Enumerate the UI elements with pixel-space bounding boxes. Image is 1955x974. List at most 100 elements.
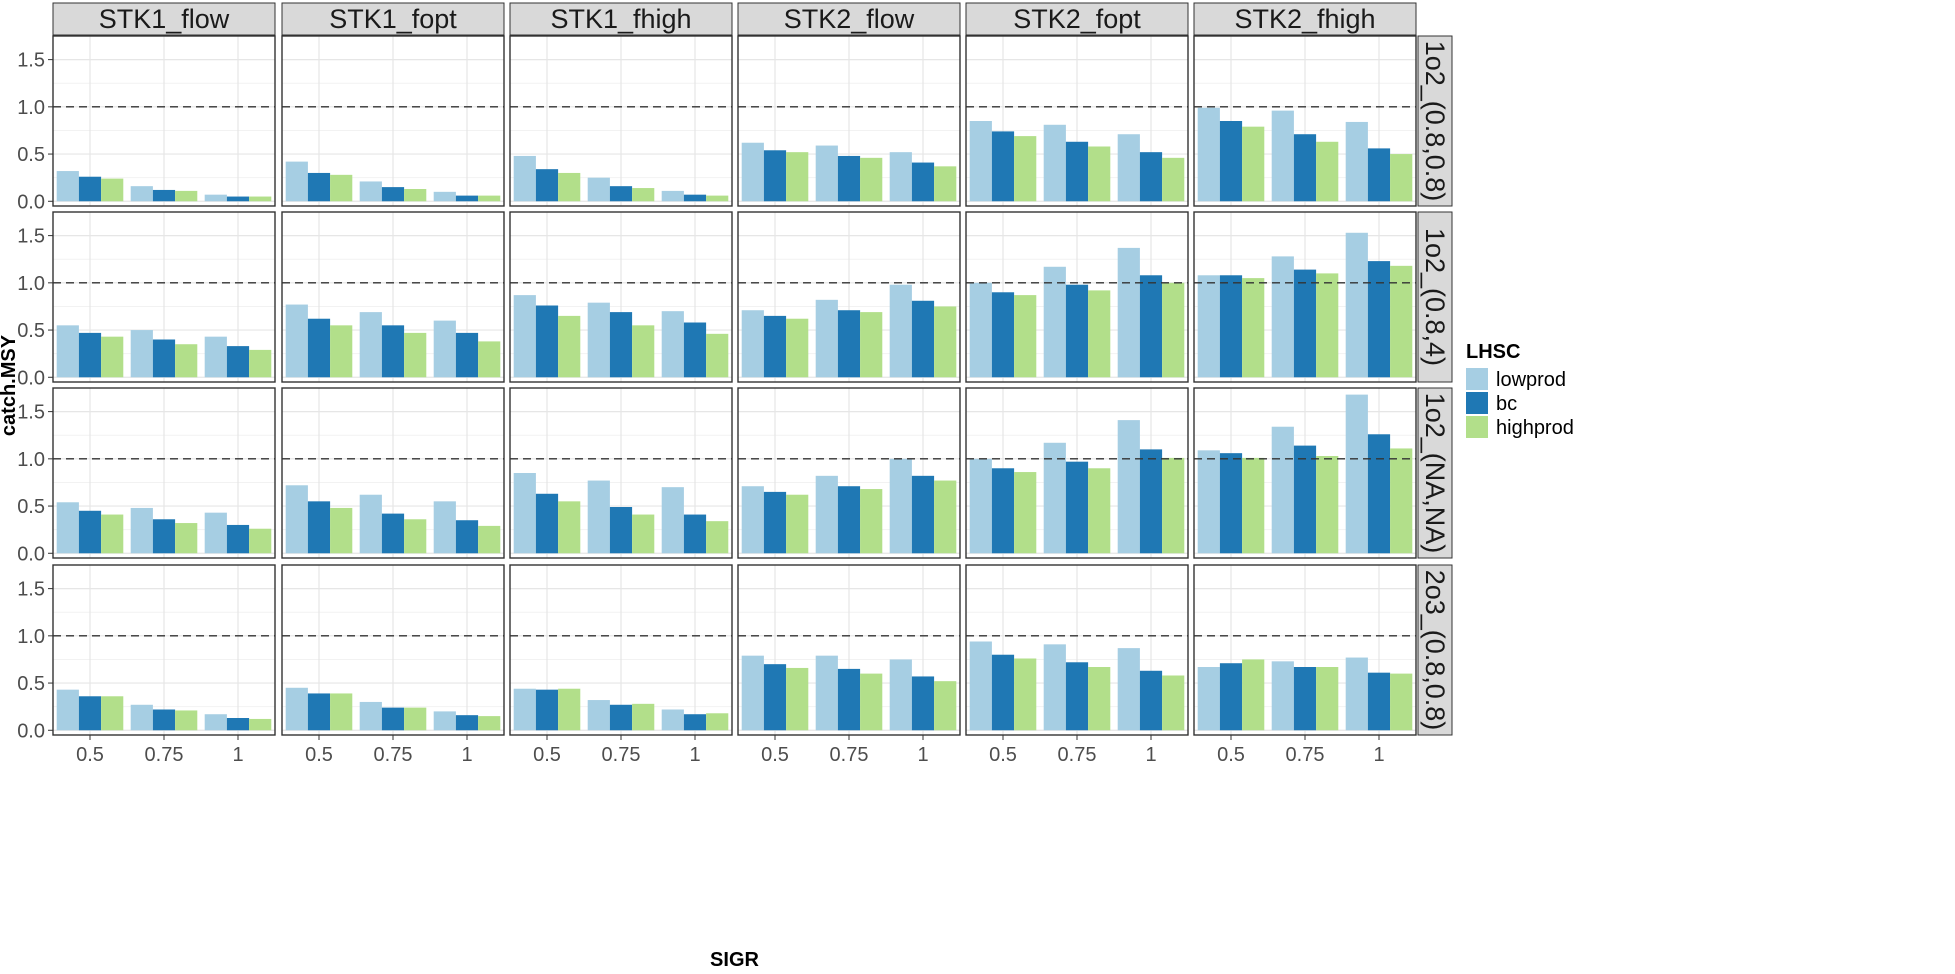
- bar-lowprod: [204, 512, 227, 554]
- bar-bc: [152, 339, 176, 378]
- bar-bc: [991, 654, 1015, 731]
- bar-lowprod: [513, 688, 536, 731]
- bar-highprod: [1014, 658, 1037, 731]
- bar-highprod: [249, 528, 272, 554]
- bar-highprod: [175, 523, 198, 554]
- bar-bc: [911, 300, 935, 378]
- bar-bc: [683, 194, 707, 202]
- bar-bc: [1367, 261, 1391, 378]
- bar-lowprod: [285, 485, 308, 554]
- bar-highprod: [558, 688, 581, 731]
- bar-lowprod: [204, 714, 227, 731]
- bar-lowprod: [1197, 275, 1220, 378]
- bar-highprod: [1088, 290, 1111, 378]
- bar-lowprod: [433, 191, 456, 202]
- x-tick-label: 0.75: [1058, 744, 1097, 766]
- bar-highprod: [1316, 456, 1339, 554]
- bar-bc: [455, 715, 479, 731]
- bar-highprod: [632, 188, 655, 202]
- bar-highprod: [1390, 154, 1413, 202]
- bar-bc: [1219, 121, 1243, 202]
- bar-lowprod: [741, 142, 764, 202]
- bar-bc: [683, 322, 707, 378]
- bar-bc: [991, 468, 1015, 554]
- bar-lowprod: [741, 655, 764, 731]
- bar-lowprod: [1345, 394, 1368, 554]
- bar-lowprod: [1117, 420, 1140, 554]
- bar-highprod: [860, 157, 883, 202]
- y-tick-label: 1.0: [17, 449, 45, 471]
- bar-highprod: [330, 174, 353, 202]
- bar-lowprod: [1117, 247, 1140, 378]
- bar-bc: [1367, 148, 1391, 202]
- bar-lowprod: [969, 121, 992, 202]
- column-strip: [52, 2, 276, 36]
- bar-bc: [78, 332, 102, 378]
- y-tick-label: 1.0: [17, 97, 45, 119]
- y-tick-label: 0.5: [17, 320, 45, 342]
- bar-lowprod: [815, 299, 838, 378]
- bar-lowprod: [130, 330, 153, 378]
- bar-lowprod: [661, 487, 684, 554]
- bar-highprod: [404, 707, 427, 731]
- legend-key-lowprod: [1466, 368, 1488, 390]
- panel-border: [281, 35, 505, 207]
- bar-highprod: [249, 718, 272, 731]
- bar-lowprod: [815, 655, 838, 731]
- bar-bc: [911, 676, 935, 731]
- bar-bc: [535, 305, 559, 378]
- bar-highprod: [558, 172, 581, 202]
- column-strip-label: STK2_fopt: [1013, 4, 1141, 34]
- bar-lowprod: [1271, 661, 1294, 731]
- bar-highprod: [786, 494, 809, 554]
- bar-highprod: [934, 480, 957, 554]
- bar-highprod: [101, 178, 124, 202]
- bar-highprod: [1242, 126, 1265, 202]
- bar-bc: [1367, 672, 1391, 731]
- x-tick-label: 1: [1145, 744, 1156, 766]
- y-tick-label: 1.5: [17, 579, 45, 601]
- x-tick-label: 0.75: [602, 744, 641, 766]
- bar-highprod: [934, 166, 957, 202]
- bar-highprod: [1162, 675, 1185, 731]
- bar-bc: [381, 187, 405, 202]
- bar-highprod: [330, 693, 353, 731]
- bar-bc: [381, 513, 405, 554]
- bar-highprod: [786, 667, 809, 731]
- column-strip: [281, 2, 505, 36]
- row-strip-label: 2o3_(0.8,0.8): [1420, 570, 1450, 731]
- bar-bc: [152, 709, 176, 731]
- x-tick-label: 0.5: [305, 744, 333, 766]
- y-tick-label: 0.0: [17, 191, 45, 213]
- bar-highprod: [101, 336, 124, 378]
- bar-lowprod: [1117, 134, 1140, 202]
- bar-lowprod: [889, 458, 912, 554]
- y-tick-label: 0.5: [17, 673, 45, 695]
- row-strip: [1417, 564, 1453, 736]
- bar-lowprod: [587, 480, 610, 554]
- column-strip-label: STK1_fhigh: [550, 4, 691, 34]
- bar-bc: [1293, 269, 1317, 378]
- bar-lowprod: [513, 295, 536, 378]
- bar-lowprod: [1197, 450, 1220, 554]
- legend-key-highprod: [1466, 416, 1488, 438]
- bar-lowprod: [1271, 426, 1294, 554]
- bar-lowprod: [587, 177, 610, 202]
- bar-lowprod: [285, 304, 308, 378]
- x-tick-label: 0.5: [1217, 744, 1245, 766]
- bar-lowprod: [1117, 648, 1140, 731]
- bar-highprod: [632, 325, 655, 378]
- bar-lowprod: [1197, 107, 1220, 202]
- panel-border: [965, 211, 1189, 383]
- bar-bc: [307, 318, 331, 378]
- bar-lowprod: [56, 325, 79, 378]
- y-tick-label: 0.0: [17, 720, 45, 742]
- bar-lowprod: [204, 194, 227, 202]
- bar-bc: [1139, 449, 1163, 554]
- legend-label: highprod: [1496, 417, 1574, 439]
- bar-lowprod: [56, 171, 79, 202]
- bar-lowprod: [359, 494, 382, 554]
- y-tick-label: 0.0: [17, 367, 45, 389]
- bar-bc: [226, 196, 250, 202]
